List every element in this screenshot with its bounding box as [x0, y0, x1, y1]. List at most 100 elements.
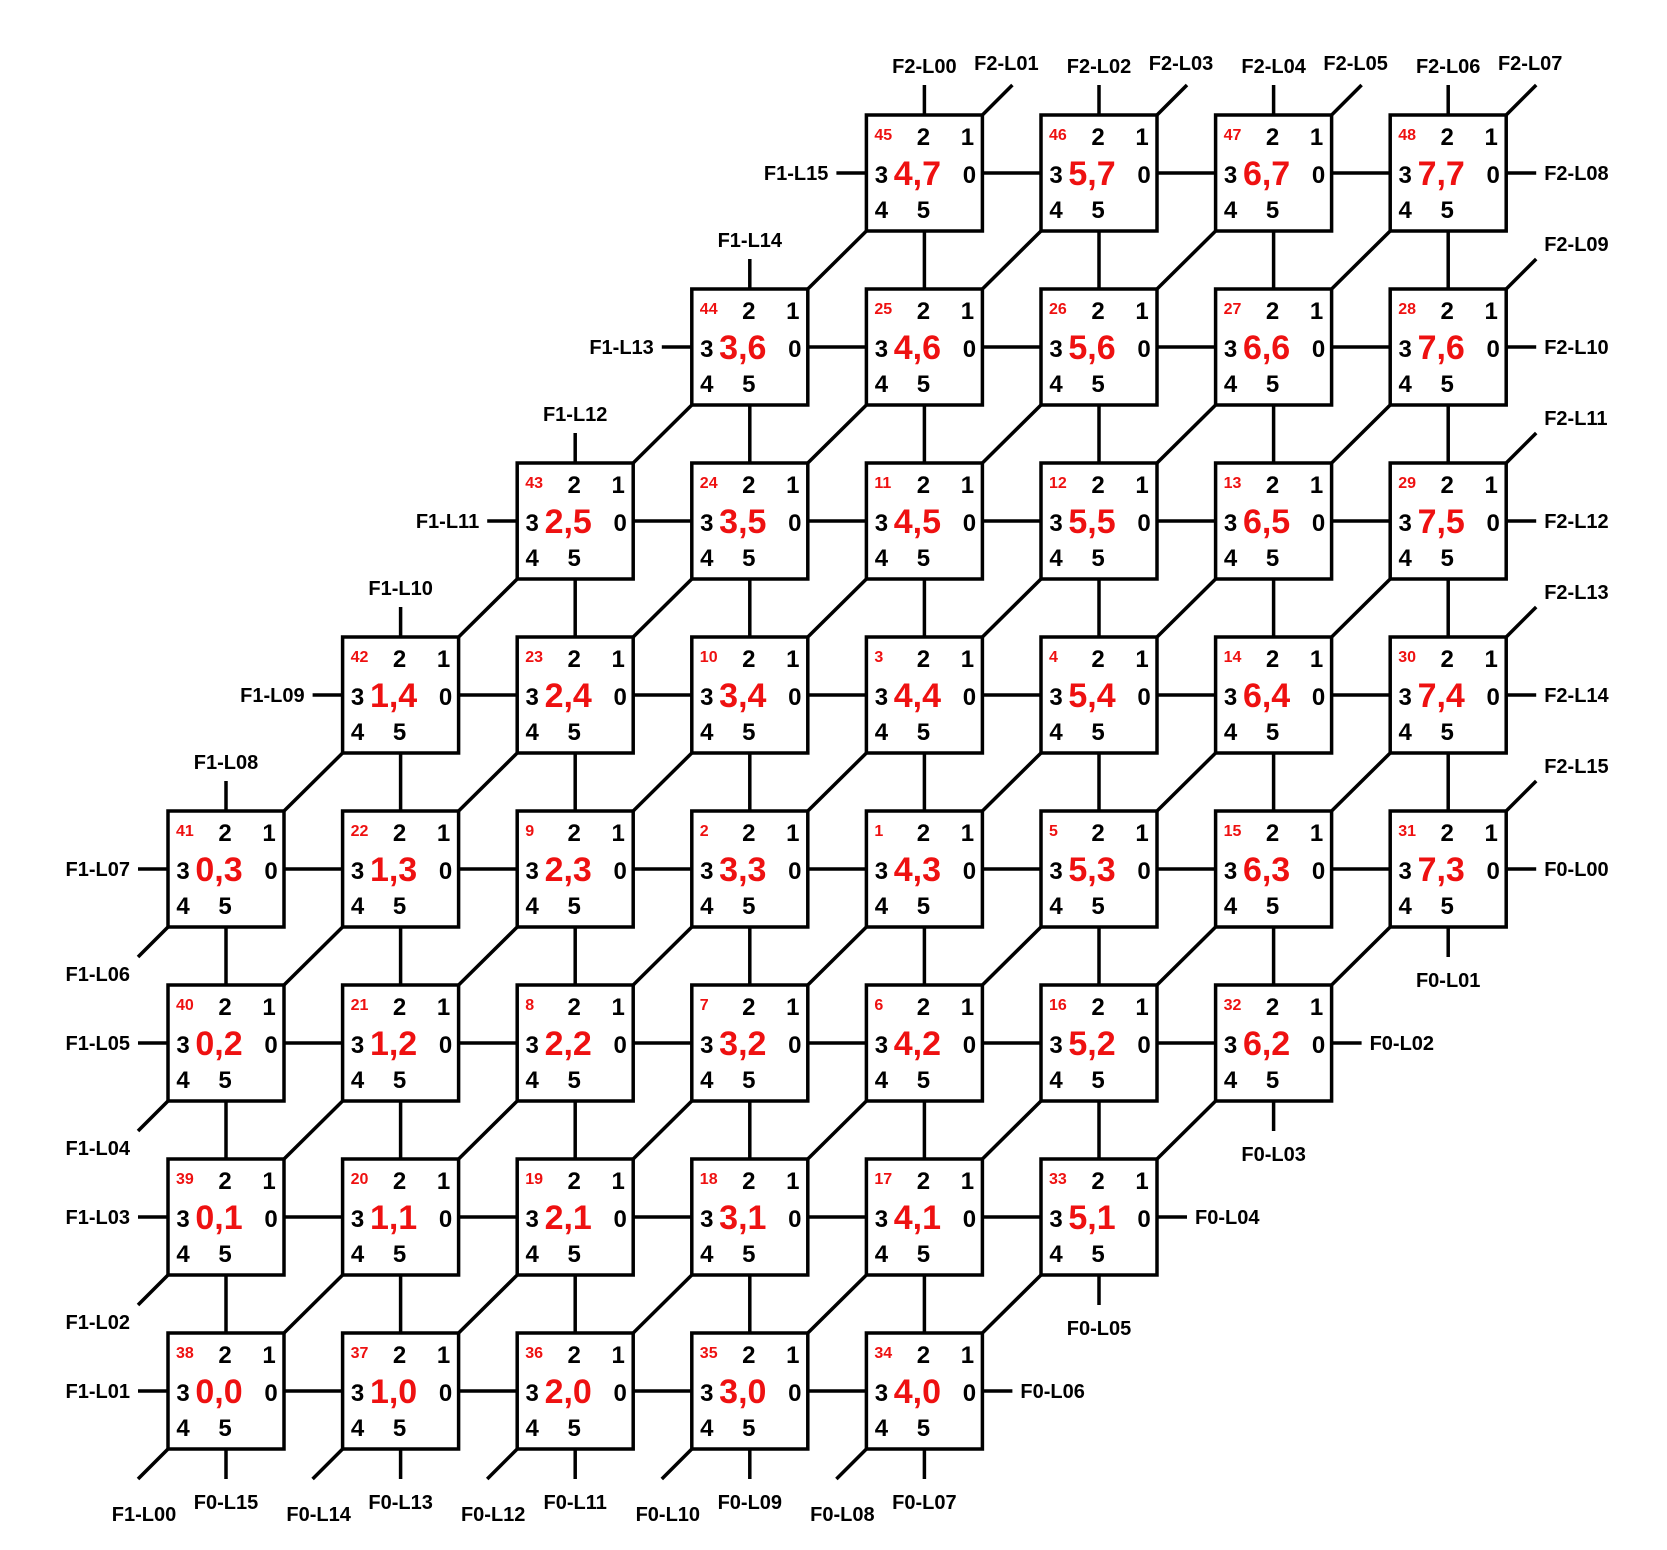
port-0-label: 0: [439, 1032, 452, 1059]
port-2-label: 2: [393, 820, 406, 847]
port-2-label: 2: [568, 1342, 581, 1369]
router-node: 156,3 01234 5: [1216, 811, 1332, 927]
node-coordinate-label: 7,3: [1418, 851, 1465, 889]
node-id-label: 7: [700, 997, 709, 1014]
port-5-label: 5: [393, 1241, 406, 1268]
port-4-label: 4: [1224, 197, 1238, 224]
external-link-label: F2-L13: [1544, 582, 1608, 604]
port-1-label: 1: [786, 1342, 799, 1369]
external-link-label: F0-L02: [1370, 1033, 1434, 1055]
port-4-label: 4: [526, 545, 540, 572]
port-1-label: 1: [786, 646, 799, 673]
external-link-label: F0-L09: [718, 1492, 782, 1514]
port-0-label: 0: [264, 1032, 277, 1059]
port-5-label: 5: [742, 1415, 755, 1442]
port-1-label: 1: [961, 124, 974, 151]
port-4-label: 4: [351, 1241, 365, 1268]
port-1-label: 1: [437, 820, 450, 847]
external-link-label: F0-L10: [636, 1504, 700, 1526]
node-coordinate-label: 4,6: [894, 329, 941, 367]
port-5-label: 5: [393, 893, 406, 920]
port-1-label: 1: [1310, 124, 1323, 151]
node-coordinate-label: 0,1: [195, 1199, 242, 1237]
node-id-label: 14: [1224, 649, 1242, 666]
link-diagonal: [459, 1275, 518, 1333]
external-link: [138, 927, 168, 957]
port-5-label: 5: [568, 1241, 581, 1268]
router-node: 353,0 01234 5: [692, 1333, 808, 1449]
external-link-label: F1-L13: [589, 337, 653, 359]
port-1-label: 1: [961, 1342, 974, 1369]
port-4-label: 4: [1049, 545, 1063, 572]
node-coordinate-label: 3,0: [719, 1373, 766, 1411]
port-3-label: 3: [1049, 162, 1062, 189]
port-1-label: 1: [961, 298, 974, 325]
port-4-label: 4: [526, 1067, 540, 1094]
router-node: 6 4,2 0 1 2 3 4 5: [866, 985, 982, 1101]
node-id-label: 3: [874, 649, 883, 666]
port-5-label: 5: [917, 197, 930, 224]
node-coordinate-label: 5,7: [1068, 155, 1115, 193]
port-0-label: 0: [788, 684, 801, 711]
port-5-label: 5: [218, 1067, 231, 1094]
node-id-label: 31: [1398, 823, 1416, 840]
node-coordinate-label: 5,5: [1068, 503, 1115, 541]
port-4-label: 4: [1224, 893, 1238, 920]
external-link-label: F2-L10: [1544, 337, 1608, 359]
node-id-label: 20: [351, 1171, 369, 1188]
node-id-label: 41: [176, 823, 194, 840]
link-diagonal: [459, 579, 518, 637]
port-1-label: 1: [1135, 1168, 1148, 1195]
link-diagonal: [982, 1101, 1041, 1159]
port-2-label: 2: [917, 646, 930, 673]
port-4-label: 4: [176, 1241, 190, 1268]
external-link-label: F1-L05: [66, 1033, 130, 1055]
port-5-label: 5: [393, 1067, 406, 1094]
port-2-label: 2: [1091, 1168, 1104, 1195]
port-1-label: 1: [1485, 646, 1498, 673]
router-node: 14,3 01234 5: [866, 811, 982, 927]
node-coordinate-label: 1,4: [370, 677, 417, 715]
port-4-label: 4: [700, 371, 714, 398]
node-coordinate-label: 4,5: [894, 503, 941, 541]
external-link-label: F2-L03: [1149, 53, 1213, 75]
node-coordinate-label: 6,2: [1243, 1025, 1290, 1063]
port-2-label: 2: [917, 1168, 930, 1195]
port-0-label: 0: [614, 1206, 627, 1233]
node-coordinate-label: 7,6: [1418, 329, 1465, 367]
node-id-label: 44: [700, 301, 718, 318]
node-coordinate-label: 2,4: [545, 677, 592, 715]
external-link-label: F0-L06: [1020, 1381, 1084, 1403]
port-1-label: 1: [1135, 124, 1148, 151]
port-3-label: 3: [1049, 336, 1062, 363]
port-3-label: 3: [1399, 684, 1412, 711]
node-id-label: 1: [874, 823, 883, 840]
node-coordinate-label: 5,6: [1068, 329, 1115, 367]
port-4-label: 4: [526, 893, 540, 920]
port-4-label: 4: [526, 1241, 540, 1268]
port-1-label: 1: [1310, 472, 1323, 499]
port-0-label: 0: [788, 336, 801, 363]
node-coordinate-label: 2,2: [545, 1025, 592, 1063]
node-coordinate-label: 6,5: [1243, 503, 1290, 541]
port-4-label: 4: [1224, 371, 1238, 398]
port-5-label: 5: [1091, 1241, 1104, 1268]
external-link-label: F0-L12: [461, 1504, 525, 1526]
port-4-label: 4: [875, 197, 889, 224]
external-link-label: F1-L02: [66, 1312, 130, 1334]
link-diagonal: [633, 579, 692, 637]
port-4-label: 4: [526, 719, 540, 746]
router-node: 307,4 01234 5: [1390, 637, 1506, 753]
port-2-label: 2: [393, 1342, 406, 1369]
port-1-label: 1: [612, 646, 625, 673]
port-4-label: 4: [526, 1415, 540, 1442]
node-id-label: 28: [1398, 301, 1416, 318]
port-0-label: 0: [264, 1380, 277, 1407]
link-diagonal: [808, 1275, 867, 1333]
node-id-label: 8: [525, 997, 534, 1014]
port-5-label: 5: [917, 1241, 930, 1268]
port-2-label: 2: [1266, 298, 1279, 325]
port-3-label: 3: [700, 858, 713, 885]
link-diagonal: [982, 927, 1041, 985]
port-5-label: 5: [568, 1415, 581, 1442]
